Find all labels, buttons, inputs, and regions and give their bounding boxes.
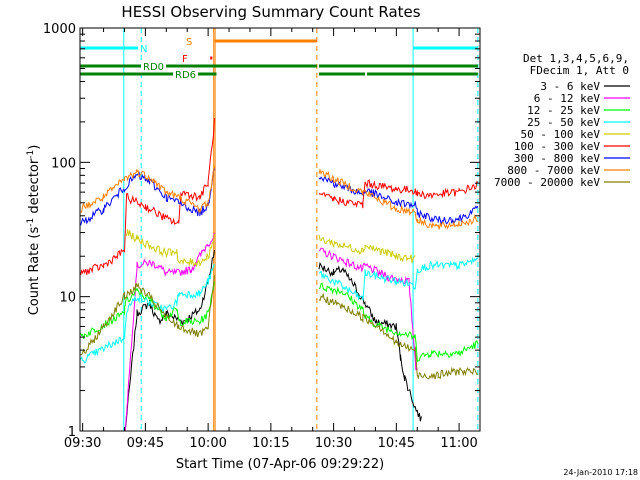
x-tick-label-4: 10:30: [315, 436, 352, 451]
y-tick-label-2: 100: [51, 156, 76, 171]
series-line-4: [80, 256, 479, 364]
legend-label-4: 25 - 50 keV: [527, 116, 600, 129]
flag-label-s: S: [186, 37, 192, 48]
y-axis-label-part-0: Count Rate (s: [27, 227, 42, 316]
x-axis: 09:30 09:45 10:00 10:15 10:30 10:45 11:00: [64, 28, 478, 451]
x-tick-label-1: 09:45: [127, 436, 164, 451]
flag-label-bg-rd6: [173, 69, 198, 80]
x-axis-label: Start Time (07-Apr-06 09:29:22): [176, 457, 384, 472]
flag-label-n: N: [140, 44, 147, 55]
flag-label-rd0: RD0: [143, 62, 164, 73]
y-tick-label-3: 1000: [43, 22, 76, 37]
flag-label-f: F: [182, 54, 188, 65]
y-axis-label-part-1: -1: [26, 218, 36, 227]
flag-label-bg-n: [138, 43, 149, 54]
legend-label-1: 3 - 6 keV: [540, 80, 600, 93]
series-line-2: [124, 232, 418, 432]
flag-label-bg-rd0: [141, 61, 166, 72]
x-tick-label-5: 10:45: [378, 436, 415, 451]
y-axis: 1 10 100 1000: [43, 22, 480, 440]
legend-label-5: 50 - 100 keV: [521, 128, 601, 141]
footer-date: 24-Jan-2010 17:18: [563, 468, 638, 477]
legend: Det 1,3,4,5,6,9,FDecim 1, Att 0 3 - 6 keV…: [494, 52, 630, 189]
x-tick-label-0: 09:30: [64, 436, 101, 451]
legend-label-7: 300 - 800 keV: [514, 152, 600, 165]
series-line-3: [80, 281, 479, 362]
plot-area: N SF RD0 RD6: [80, 28, 479, 432]
x-tick-label-2: 10:00: [189, 436, 226, 451]
legend-header-0: Det 1,3,4,5,6,9,: [523, 52, 629, 65]
flag-label-bg-f: [180, 53, 191, 64]
x-tick-label-3: 10:15: [252, 436, 289, 451]
series-line-5: [126, 229, 416, 268]
legend-label-8: 800 - 7000 keV: [507, 164, 600, 177]
y-tick-label-0: 1: [68, 425, 76, 440]
series-line-7: [80, 168, 479, 226]
legend-header-1: FDecim 1, Att 0: [530, 64, 629, 77]
legend-label-2: 6 - 12 keV: [534, 92, 601, 105]
y-tick-label-1: 10: [59, 291, 76, 306]
series-line-1: [124, 249, 422, 431]
y-axis-label: Count Rate (s-1 detector-1): [26, 145, 42, 316]
series-line-6: [80, 117, 479, 276]
chart-title: HESSI Observing Summary Count Rates: [121, 3, 420, 21]
y-axis-label-part-2: detector: [27, 158, 42, 218]
y-axis-label-part-3: -1: [26, 150, 36, 159]
flag-label-bg-s: [184, 36, 195, 47]
legend-label-9: 7000 - 20000 keV: [494, 176, 600, 189]
legend-label-6: 100 - 300 keV: [514, 140, 600, 153]
series-line-9: [80, 275, 479, 380]
x-tick-label-6: 11:00: [440, 436, 477, 451]
series-line-8: [80, 165, 478, 230]
legend-label-3: 12 - 25 keV: [527, 104, 600, 117]
y-axis-label-part-4: ): [27, 145, 42, 150]
flag-label-rd6: RD6: [175, 70, 196, 81]
plot-frame: [79, 27, 481, 432]
